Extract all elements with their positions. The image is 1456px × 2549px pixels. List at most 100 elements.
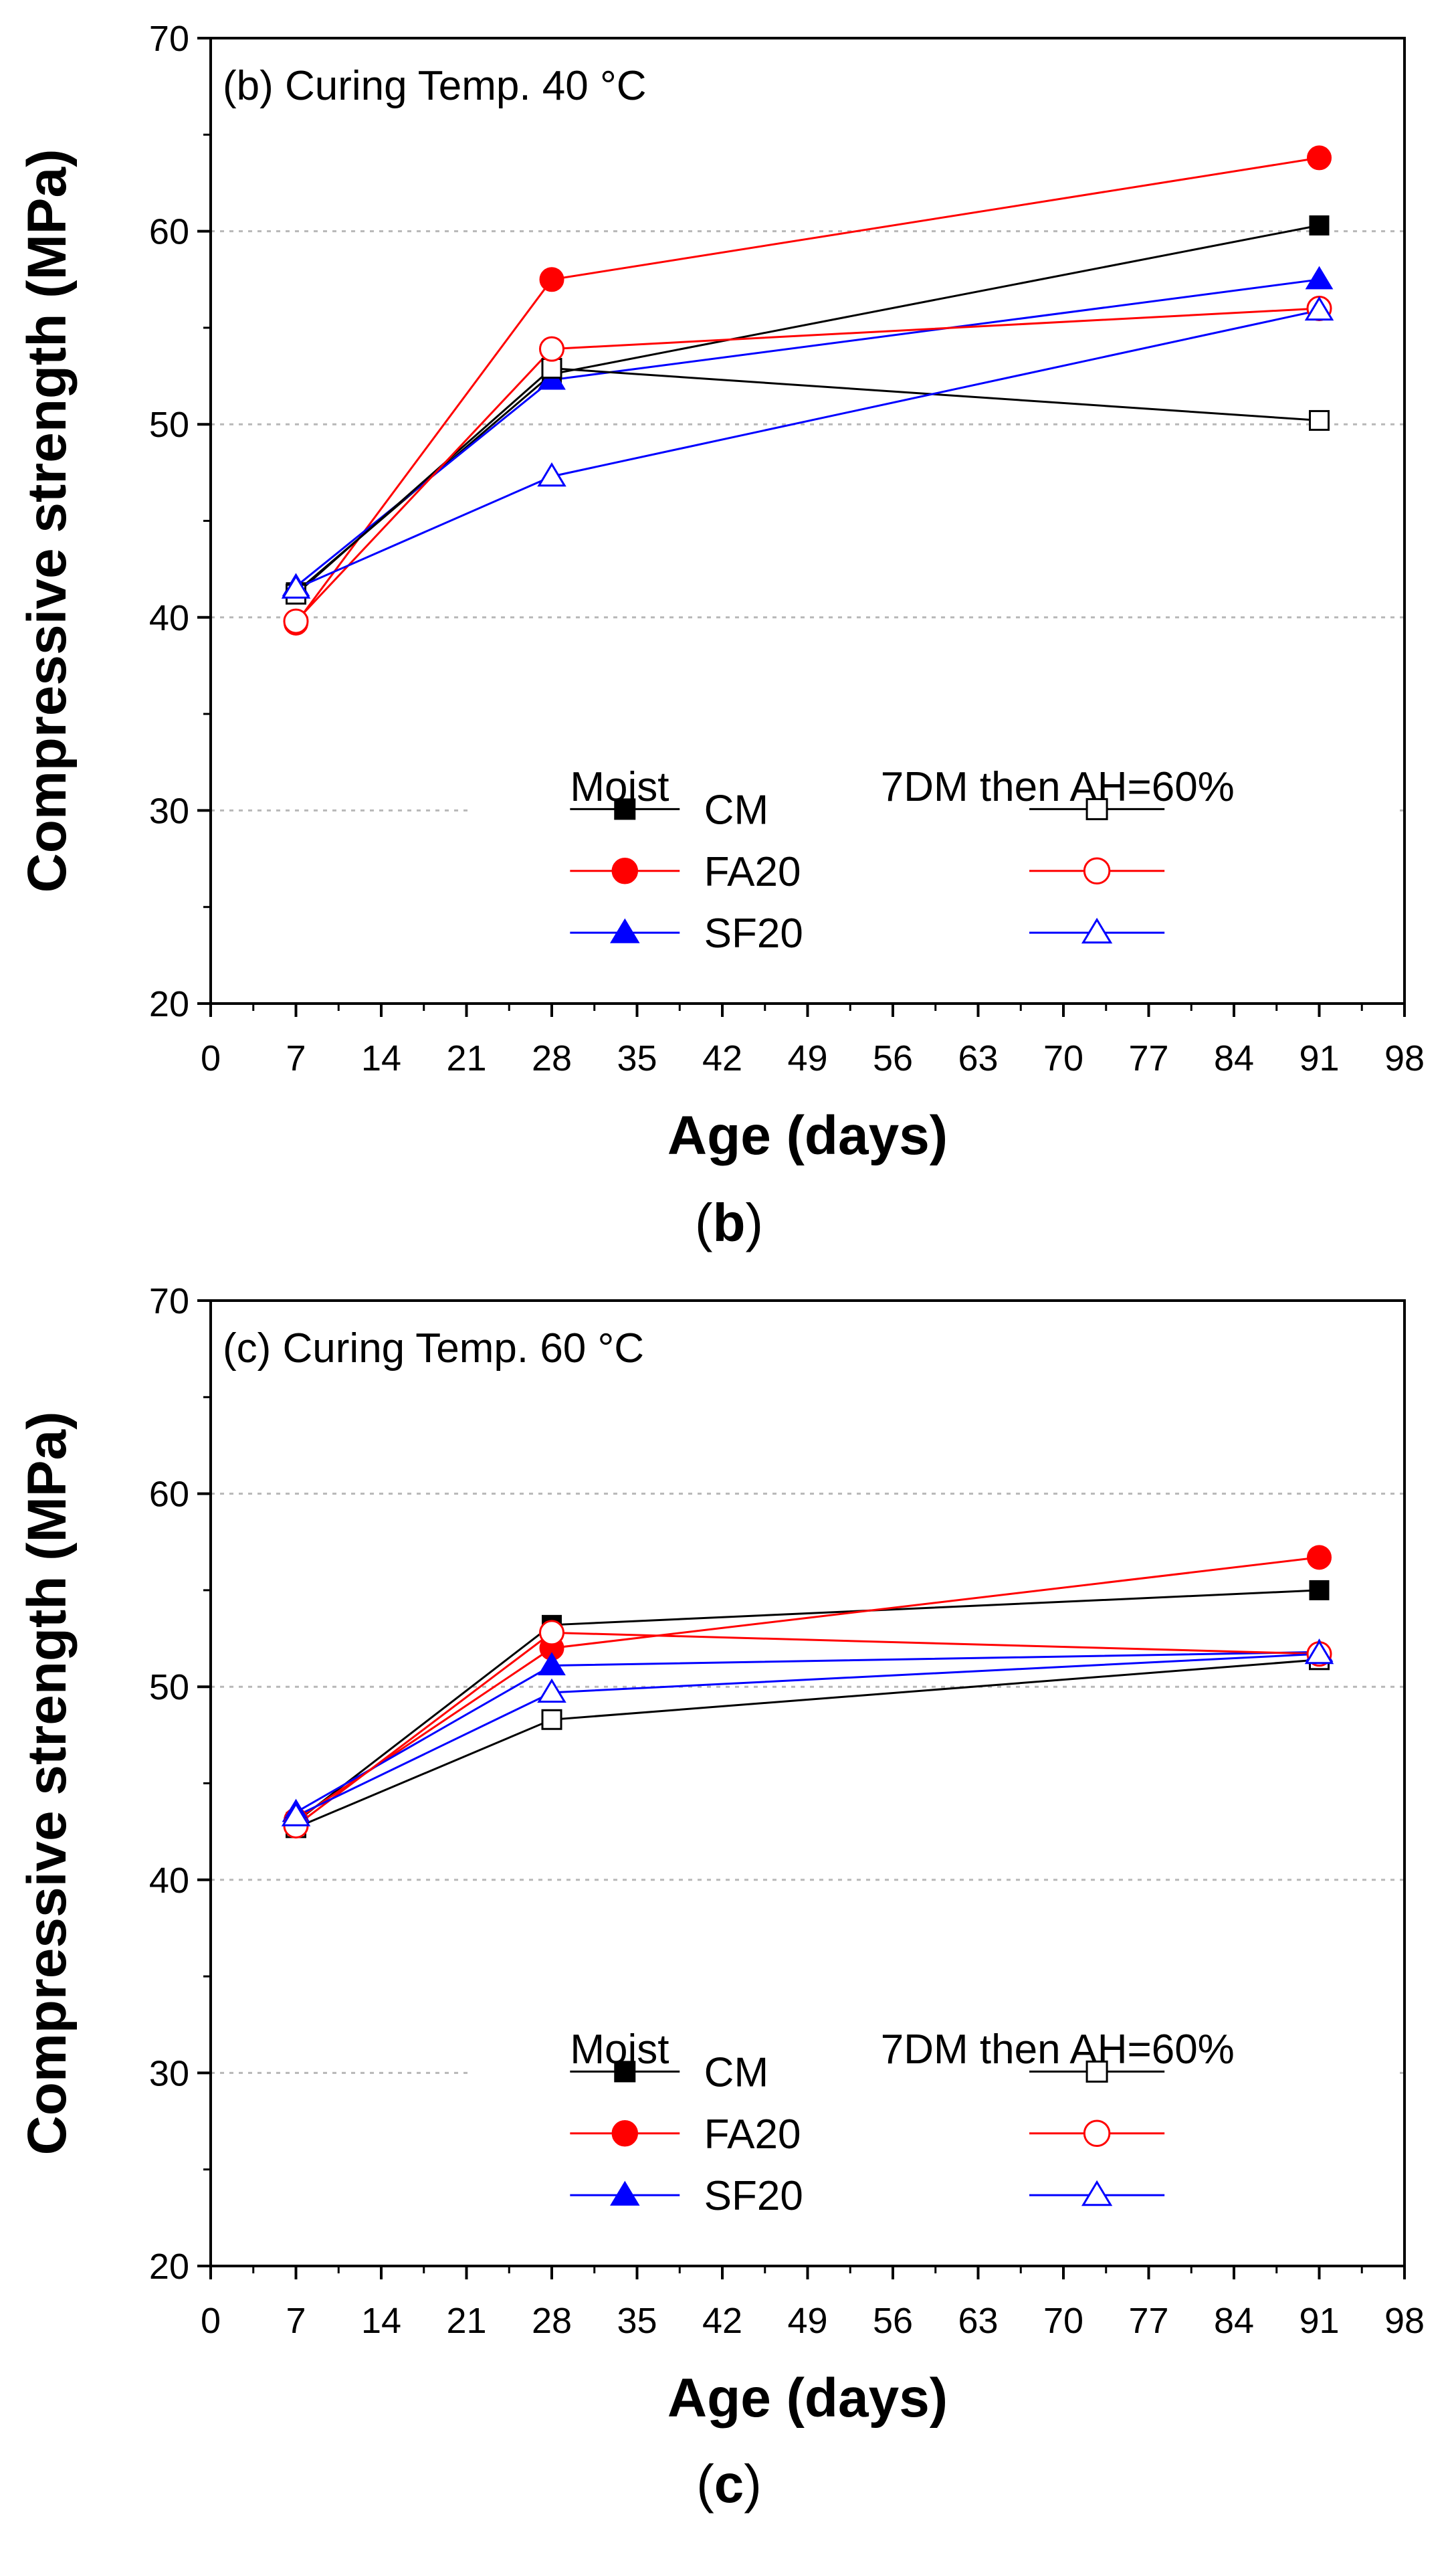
data-point: [539, 1620, 564, 1646]
legend-marker: [611, 2120, 639, 2147]
y-tick-label: 40: [149, 1861, 189, 1901]
data-point: [1304, 296, 1334, 321]
legend-header-air: 7DM then AH=60%: [881, 2026, 1235, 2073]
panel-title: (c) Curing Temp. 60 °C: [223, 1325, 644, 1372]
data-point: [1309, 1580, 1330, 1600]
x-tick-label: 91: [1299, 2301, 1339, 2341]
x-tick-label: 49: [787, 1038, 827, 1078]
x-tick-label: 56: [873, 1038, 913, 1078]
data-point: [1307, 145, 1332, 171]
caption-part: ): [744, 2454, 762, 2514]
x-tick-label: 56: [873, 2301, 913, 2341]
x-tick-label: 84: [1214, 1038, 1254, 1078]
chart-panel-1: 0 7 14 21 28 35 42 49 56 63 70 77 84 91 98 20 30 40 50 60 70…: [17, 1281, 1425, 2514]
data-point: [1307, 1545, 1332, 1570]
y-tick-label: 70: [149, 1281, 189, 1321]
legend-marker-open: [1085, 2060, 1108, 2083]
data-point: [537, 1678, 566, 1703]
x-tick-label: 70: [1043, 1038, 1083, 1078]
x-tick-label: 63: [958, 1038, 998, 1078]
caption-part: (: [696, 2454, 714, 2514]
legend-marker-open: [1083, 2119, 1111, 2148]
legend-label: SF20: [704, 2173, 803, 2219]
y-tick-label: 30: [149, 2053, 189, 2093]
x-tick-label: 7: [286, 1038, 306, 1078]
panel-title: (b) Curing Temp. 40 °C: [223, 63, 647, 109]
data-point: [281, 1802, 311, 1826]
legend-label: SF20: [704, 911, 803, 957]
x-tick-label: 14: [361, 2301, 401, 2341]
legend-label: CM: [704, 2049, 768, 2095]
data-point: [1305, 266, 1334, 290]
legend-marker-open: [1083, 857, 1111, 885]
y-tick-label: 60: [149, 212, 189, 252]
data-point: [1309, 409, 1330, 431]
data-point: [1309, 215, 1330, 235]
legend-marker: [610, 2180, 640, 2206]
caption-part: b: [713, 1193, 746, 1252]
x-tick-label: 28: [532, 2301, 572, 2341]
data-point: [281, 574, 311, 599]
y-tick-label: 20: [149, 2247, 189, 2287]
data-point: [537, 462, 566, 487]
x-tick-label: 28: [532, 1038, 572, 1078]
y-tick-label: 70: [149, 19, 189, 59]
data-point: [1304, 1639, 1334, 1665]
x-tick-label: 63: [958, 2301, 998, 2341]
data-point: [541, 358, 562, 379]
y-tick-label: 50: [149, 405, 189, 445]
x-tick-label: 0: [201, 2301, 221, 2341]
legend-marker: [611, 858, 639, 884]
x-tick-label: 21: [446, 2301, 486, 2341]
y-tick-label: 30: [149, 791, 189, 831]
x-tick-label: 21: [446, 1038, 486, 1078]
legend-header-air: 7DM then AH=60%: [881, 764, 1235, 810]
legend-label: FA20: [704, 2111, 801, 2158]
caption-part: (: [695, 1193, 713, 1252]
x-tick-label: 84: [1214, 2301, 1254, 2341]
x-tick-label: 70: [1043, 2301, 1083, 2341]
panel-caption: (c): [696, 2454, 762, 2514]
data-point: [283, 608, 309, 634]
x-tick-label: 0: [201, 1038, 221, 1078]
data-point: [539, 267, 564, 292]
legend-label: CM: [704, 787, 768, 833]
caption-part: c: [714, 2454, 744, 2514]
legend-marker-open: [1085, 797, 1108, 820]
x-tick-label: 49: [787, 2301, 827, 2341]
legend-marker: [614, 2061, 636, 2083]
x-tick-label: 7: [286, 2301, 306, 2341]
x-axis-title: Age (days): [667, 2368, 948, 2429]
x-tick-label: 98: [1384, 1038, 1425, 1078]
x-tick-label: 98: [1384, 2301, 1425, 2341]
y-tick-label: 60: [149, 1475, 189, 1515]
legend-label: FA20: [704, 849, 801, 895]
legend-marker: [610, 918, 640, 943]
x-tick-label: 77: [1128, 1038, 1168, 1078]
x-tick-label: 77: [1128, 2301, 1168, 2341]
data-point: [539, 336, 564, 362]
data-point: [541, 1709, 562, 1730]
x-tick-label: 35: [617, 2301, 657, 2341]
x-tick-label: 42: [702, 1038, 742, 1078]
x-tick-label: 14: [361, 1038, 401, 1078]
data-point: [538, 1652, 566, 1676]
panel-caption: (b): [695, 1193, 763, 1252]
x-tick-label: 35: [617, 1038, 657, 1078]
legend-marker-open: [1081, 917, 1113, 944]
y-tick-label: 40: [149, 598, 189, 638]
legend-marker: [614, 798, 636, 820]
chart-panel-0: 0 7 14 21 28 35 42 49 56 63 70 77 84 91 98 20 30 40 50 60 70…: [17, 19, 1425, 1252]
x-tick-label: 42: [702, 2301, 742, 2341]
legend-marker-open: [1081, 2180, 1113, 2206]
caption-part: ): [745, 1193, 763, 1252]
x-tick-label: 91: [1299, 1038, 1339, 1078]
x-axis-title: Age (days): [667, 1105, 948, 1166]
y-tick-label: 50: [149, 1667, 189, 1707]
y-axis-title: Compressive strength (MPa): [17, 1412, 78, 2156]
y-tick-label: 20: [149, 984, 189, 1024]
